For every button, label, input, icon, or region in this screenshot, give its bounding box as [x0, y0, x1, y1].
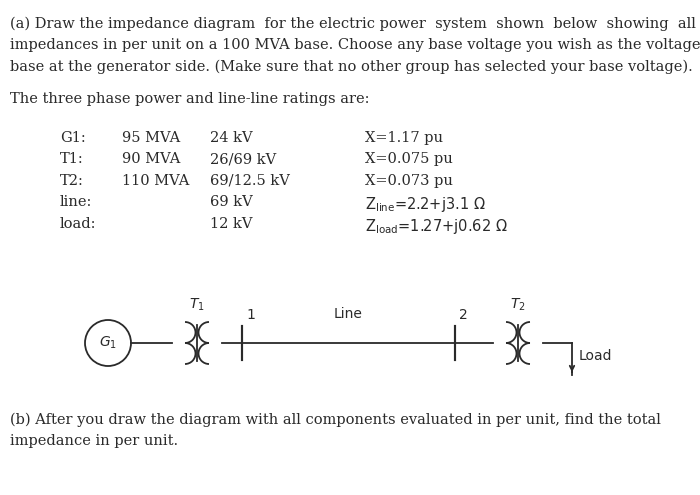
Text: 2: 2 [459, 308, 468, 322]
Text: Z$_{\rm load}$=1.27+j0.62 $\Omega$: Z$_{\rm load}$=1.27+j0.62 $\Omega$ [365, 217, 508, 236]
Text: impedances in per unit on a 100 MVA base. Choose any base voltage you wish as th: impedances in per unit on a 100 MVA base… [10, 39, 700, 52]
Text: base at the generator side. (Make sure that no other group has selected your bas: base at the generator side. (Make sure t… [10, 60, 693, 74]
Text: line:: line: [60, 196, 92, 209]
Text: Load: Load [579, 349, 612, 363]
Text: $T_2$: $T_2$ [510, 297, 526, 313]
Text: Z$_{\rm line}$=2.2+j3.1 $\Omega$: Z$_{\rm line}$=2.2+j3.1 $\Omega$ [365, 196, 486, 214]
Text: 95 MVA: 95 MVA [122, 131, 181, 145]
Text: 24 kV: 24 kV [210, 131, 253, 145]
Text: X=0.073 pu: X=0.073 pu [365, 174, 453, 188]
Text: $G_1$: $G_1$ [99, 335, 117, 351]
Text: (b) After you draw the diagram with all components evaluated in per unit, find t: (b) After you draw the diagram with all … [10, 413, 661, 427]
Text: X=1.17 pu: X=1.17 pu [365, 131, 443, 145]
Text: 69/12.5 kV: 69/12.5 kV [210, 174, 290, 188]
Text: T1:: T1: [60, 152, 84, 166]
Text: T2:: T2: [60, 174, 84, 188]
Text: load:: load: [60, 217, 97, 231]
Text: 26/69 kV: 26/69 kV [210, 152, 276, 166]
Text: impedance in per unit.: impedance in per unit. [10, 435, 178, 448]
Text: 12 kV: 12 kV [210, 217, 253, 231]
Text: X=0.075 pu: X=0.075 pu [365, 152, 453, 166]
Text: G1:: G1: [60, 131, 85, 145]
Text: Line: Line [334, 307, 363, 321]
Text: 110 MVA: 110 MVA [122, 174, 190, 188]
Text: The three phase power and line-line ratings are:: The three phase power and line-line rati… [10, 92, 370, 105]
Text: (a) Draw the impedance diagram  for the electric power  system  shown  below  sh: (a) Draw the impedance diagram for the e… [10, 17, 696, 31]
Text: 1: 1 [246, 308, 255, 322]
Text: 90 MVA: 90 MVA [122, 152, 181, 166]
Text: $T_1$: $T_1$ [189, 297, 205, 313]
Text: 69 kV: 69 kV [210, 196, 253, 209]
